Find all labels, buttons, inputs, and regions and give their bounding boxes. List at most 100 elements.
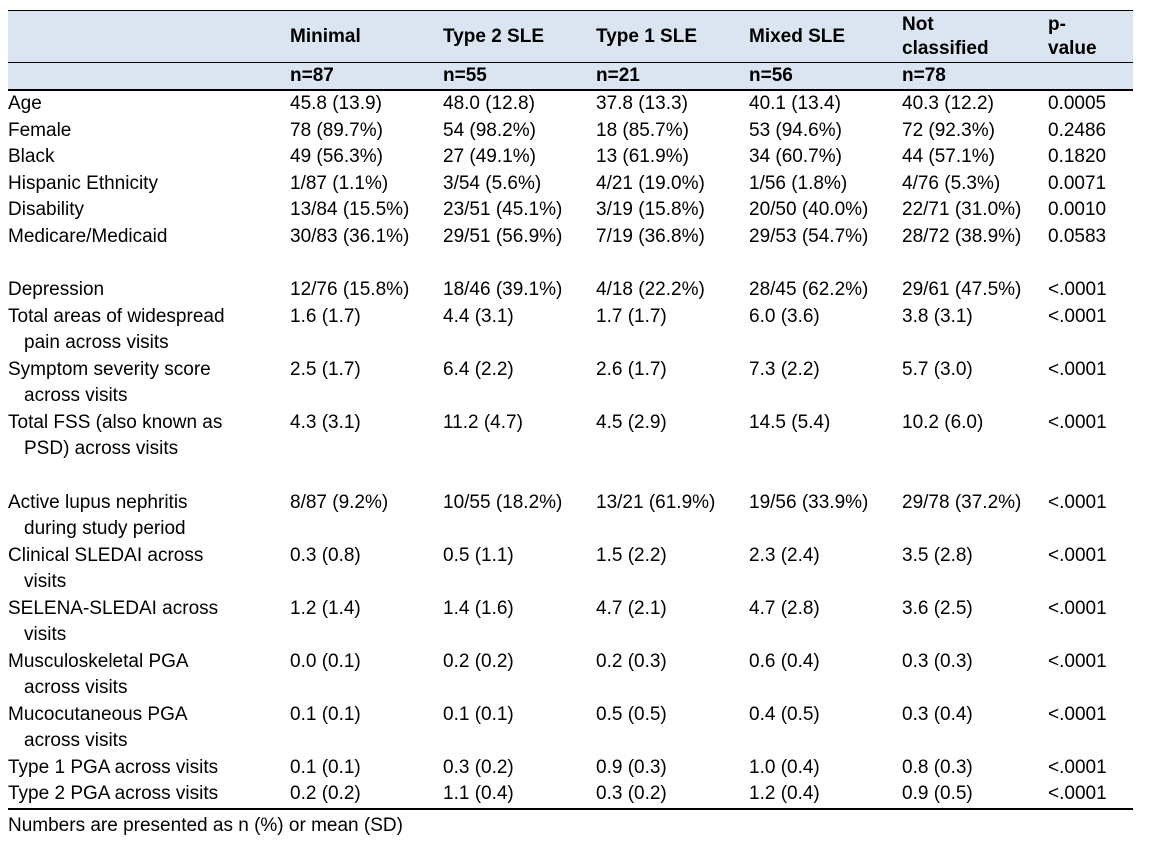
value-cell: 28/45 (62.2%) bbox=[749, 279, 869, 300]
p-value-cell: <.0001 bbox=[1048, 756, 1107, 778]
value-cell: 1/87 (1.1%) bbox=[290, 172, 389, 194]
value-cell: 1.2 (0.4) bbox=[749, 781, 902, 810]
table-row: Type 2 PGA across visits 0.2 (0.2) 1.1 (0.… bbox=[8, 781, 1133, 810]
value-cell: 19/56 (33.9%) bbox=[749, 491, 869, 513]
value-cell: 8/87 (9.2%) bbox=[290, 491, 389, 513]
value-cell: 6.0 (3.6) bbox=[749, 305, 820, 327]
row-label: Symptom severity score across visits bbox=[8, 358, 211, 407]
value-cell: 10.2 (6.0) bbox=[902, 411, 984, 433]
column-header-p-value: p- value bbox=[1048, 10, 1133, 63]
column-header-type1-sle: Type 1 SLE bbox=[596, 10, 749, 63]
baseline-characteristics-table: Minimal Type 2 SLE Type 1 SLE Mixed SLE … bbox=[8, 10, 1133, 810]
column-header-row: Minimal Type 2 SLE Type 1 SLE Mixed SLE … bbox=[8, 10, 1133, 63]
table-body: Age 45.8 (13.9) 48.0 (12.8) 37.8 (13.3) 40.1… bbox=[8, 90, 1133, 810]
value-cell: 48.0 (12.8) bbox=[443, 93, 535, 114]
value-cell: 27 (49.1%) bbox=[443, 146, 536, 167]
value-cell: 0.9 (0.3) bbox=[596, 756, 667, 778]
value-cell: 30/83 (36.1%) bbox=[290, 225, 410, 247]
p-value-cell: <.0001 bbox=[1048, 491, 1107, 513]
value-cell: 4/76 (5.3%) bbox=[902, 172, 1001, 194]
value-cell: 1.6 (1.7) bbox=[290, 305, 361, 327]
value-cell: 29/78 (37.2%) bbox=[902, 491, 1022, 513]
value-cell: 0.4 (0.5) bbox=[749, 703, 820, 725]
value-cell: 3.6 (2.5) bbox=[902, 597, 973, 619]
n-cell-rowlabel bbox=[8, 62, 290, 91]
row-label: Type 2 PGA across visits bbox=[8, 781, 290, 810]
value-cell: 3/54 (5.6%) bbox=[443, 172, 542, 194]
column-header-mixed-sle: Mixed SLE bbox=[749, 10, 902, 63]
value-cell: 40.1 (13.4) bbox=[749, 93, 841, 114]
value-cell: 0.9 (0.5) bbox=[902, 781, 1048, 810]
sample-size-row: n=87 n=55 n=21 n=56 n=78 bbox=[8, 62, 1133, 91]
p-value-cell: <.0001 bbox=[1048, 411, 1107, 433]
p-value-cell: 0.0010 bbox=[1048, 199, 1107, 220]
p-value-cell: <.0001 bbox=[1048, 544, 1107, 566]
value-cell: 2.3 (2.4) bbox=[749, 544, 820, 566]
value-cell: 4.7 (2.1) bbox=[596, 597, 667, 619]
value-cell: 29/53 (54.7%) bbox=[749, 225, 869, 247]
row-label: Total areas of widespread pain across vi… bbox=[8, 305, 225, 354]
value-cell: 18 (85.7%) bbox=[596, 119, 689, 141]
table-row: Hispanic Ethnicity 1/87 (1.1%) 3/54 (5.6%)… bbox=[8, 171, 1133, 198]
value-cell: 45.8 (13.9) bbox=[290, 93, 382, 114]
spacer-row bbox=[8, 463, 1133, 490]
table-row: Total areas of widespread pain across vi… bbox=[8, 304, 1133, 357]
n-cell-not-classified: n=78 bbox=[902, 62, 1048, 91]
row-label: Active lupus nephritis during study peri… bbox=[8, 491, 188, 540]
row-label: Depression bbox=[8, 279, 105, 300]
p-value-cell: <.0001 bbox=[1048, 597, 1107, 619]
p-value-cell: <.0001 bbox=[1048, 279, 1107, 300]
value-cell: 37.8 (13.3) bbox=[596, 93, 688, 114]
table-row: Black 49 (56.3%) 27 (49.1%) 13 (61.9%) 34 (6… bbox=[8, 144, 1133, 171]
value-cell: 0.1 (0.1) bbox=[290, 756, 361, 778]
n-cell-type1-sle: n=21 bbox=[596, 62, 749, 91]
value-cell: 22/71 (31.0%) bbox=[902, 199, 1022, 220]
value-cell: 13/21 (61.9%) bbox=[596, 491, 716, 513]
value-cell: 23/51 (45.1%) bbox=[443, 199, 563, 220]
column-header-type2-sle: Type 2 SLE bbox=[443, 10, 596, 63]
p-value-cell: 0.2486 bbox=[1048, 119, 1107, 141]
p-value-cell: <.0001 bbox=[1048, 781, 1133, 810]
study-table-wrapper: Minimal Type 2 SLE Type 1 SLE Mixed SLE … bbox=[8, 10, 1149, 810]
value-cell: 3.8 (3.1) bbox=[902, 305, 973, 327]
table-row: Clinical SLEDAI across visits 0.3 (0.8) 0.… bbox=[8, 543, 1133, 596]
row-label: Type 1 PGA across visits bbox=[8, 756, 219, 778]
value-cell: 6.4 (2.2) bbox=[443, 358, 514, 380]
value-cell: 14.5 (5.4) bbox=[749, 411, 831, 433]
value-cell: 0.2 (0.2) bbox=[290, 781, 443, 810]
value-cell: 49 (56.3%) bbox=[290, 146, 383, 167]
n-cell-minimal: n=87 bbox=[290, 62, 443, 91]
value-cell: 0.1 (0.1) bbox=[443, 703, 514, 725]
value-cell: 12/76 (15.8%) bbox=[290, 279, 410, 300]
value-cell: 2.6 (1.7) bbox=[596, 358, 667, 380]
value-cell: 2.5 (1.7) bbox=[290, 358, 361, 380]
value-cell: 4/18 (22.2%) bbox=[596, 279, 705, 300]
value-cell: 0.3 (0.3) bbox=[902, 650, 973, 672]
row-label: Total FSS (also known as PSD) across vis… bbox=[8, 411, 223, 460]
table-row: Female 78 (89.7%) 54 (98.2%) 18 (85.7%) 53 (… bbox=[8, 118, 1133, 145]
value-cell: 40.3 (12.2) bbox=[902, 93, 994, 114]
value-cell: 0.2 (0.2) bbox=[443, 650, 514, 672]
value-cell: 10/55 (18.2%) bbox=[443, 491, 563, 513]
column-header-rowlabel bbox=[8, 10, 290, 63]
value-cell: 1.0 (0.4) bbox=[749, 756, 820, 778]
value-cell: 29/61 (47.5%) bbox=[902, 279, 1022, 300]
table-row: Type 1 PGA across visits 0.1 (0.1) 0.3 (0.… bbox=[8, 755, 1133, 782]
value-cell: 5.7 (3.0) bbox=[902, 358, 973, 380]
table-row: Disability 13/84 (15.5%) 23/51 (45.1%) 3/19… bbox=[8, 197, 1133, 224]
row-label: Disability bbox=[8, 199, 85, 220]
value-cell: 3.5 (2.8) bbox=[902, 544, 973, 566]
p-value-cell: <.0001 bbox=[1048, 358, 1107, 380]
value-cell: 13/84 (15.5%) bbox=[290, 199, 410, 220]
p-value-cell: <.0001 bbox=[1048, 305, 1107, 327]
row-label: Hispanic Ethnicity bbox=[8, 172, 158, 194]
p-value-cell: <.0001 bbox=[1048, 703, 1107, 725]
value-cell: 4/21 (19.0%) bbox=[596, 172, 705, 194]
row-label: Female bbox=[8, 119, 72, 141]
p-value-cell: <.0001 bbox=[1048, 650, 1107, 672]
n-cell-type2-sle: n=55 bbox=[443, 62, 596, 91]
row-label: SELENA-SLEDAI across visits bbox=[8, 597, 219, 646]
value-cell: 54 (98.2%) bbox=[443, 119, 536, 141]
value-cell: 0.2 (0.3) bbox=[596, 650, 667, 672]
value-cell: 0.6 (0.4) bbox=[749, 650, 820, 672]
